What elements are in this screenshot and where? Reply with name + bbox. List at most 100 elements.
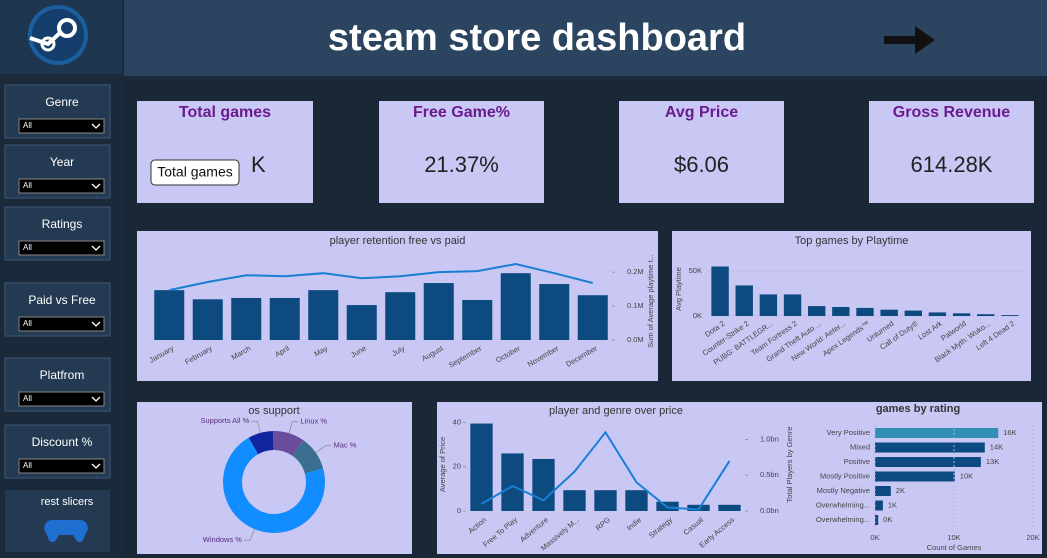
slicer-dropdown[interactable]: [18, 118, 105, 134]
bar: [594, 490, 617, 511]
leader-line: [243, 529, 255, 541]
slicer-value: All: [23, 394, 32, 403]
bar: [539, 284, 570, 340]
bar: [807, 306, 826, 316]
kpi-card: [379, 101, 544, 203]
slicer-label: Platfrom: [40, 368, 85, 382]
slice-label: Supports All %: [200, 416, 249, 425]
slicer-dropdown[interactable]: [18, 316, 105, 332]
next-arrow[interactable]: [884, 26, 935, 54]
bar: [563, 490, 586, 511]
bar: [832, 307, 850, 316]
slicer-label: Discount %: [32, 435, 93, 449]
kpi-value: K: [251, 152, 266, 177]
bar: [735, 285, 753, 316]
category-label: Very Positive: [827, 428, 870, 437]
line: [481, 430, 731, 511]
bar: [231, 297, 262, 340]
chart-panel: [672, 231, 1031, 381]
y-tick-label: 0.5bn: [760, 470, 779, 479]
value-label: 13K: [986, 457, 999, 466]
leader-line: [251, 420, 261, 433]
bar: [856, 307, 874, 316]
category-label: Mixed: [850, 442, 870, 451]
y-axis-title: Average of Price: [438, 437, 447, 492]
tooltip: [150, 159, 240, 186]
x-tick-label: 20K: [1026, 533, 1039, 542]
bar: [532, 458, 555, 511]
slicer-label: Year: [50, 155, 74, 169]
kpi-title: Avg Price: [665, 104, 738, 121]
slicer-value: All: [23, 181, 32, 190]
y-tick-label: 0.2M: [627, 267, 644, 276]
bar: [501, 453, 524, 511]
bar: [875, 471, 955, 482]
donut-slice: [248, 431, 274, 455]
slicer-label: Ratings: [42, 217, 83, 231]
bar: [759, 294, 778, 316]
bar: [308, 290, 339, 340]
bar: [154, 290, 185, 340]
bar: [1001, 315, 1019, 316]
dropdown-chevron: [91, 123, 101, 129]
slicer-dropdown[interactable]: [18, 178, 105, 194]
bar: [783, 294, 802, 316]
y-tick-label: 40: [453, 417, 461, 426]
chart-title: os support: [248, 405, 299, 417]
category-label: Mostly Positive: [820, 471, 870, 480]
dropdown-chevron: [91, 245, 101, 251]
chart-title: games by rating: [876, 403, 960, 415]
category-label: Overwhelming...: [816, 500, 870, 509]
gamepad-icon[interactable]: [44, 520, 88, 543]
slicer-value: All: [23, 461, 32, 470]
value-label: 16K: [1003, 428, 1016, 437]
y-tick-label: 1.0bn: [760, 434, 779, 443]
leader-line: [315, 445, 332, 453]
bar: [269, 297, 300, 340]
slice-label: Windows %: [203, 535, 243, 544]
value-label: 1K: [888, 500, 897, 509]
value-label: 10K: [960, 471, 973, 480]
slicer-dropdown[interactable]: [18, 391, 105, 407]
donut-slice: [292, 440, 324, 474]
bar: [875, 442, 985, 453]
x-tick-label: 10K: [947, 533, 960, 542]
dropdown-chevron: [91, 396, 101, 402]
bar: [462, 299, 493, 340]
kpi-card: [869, 101, 1034, 203]
leader-line: [288, 421, 299, 434]
y-tick-label: 20: [453, 462, 461, 471]
donut-slice: [223, 437, 325, 533]
bar: [875, 500, 883, 511]
kpi-value: 614.28K: [911, 152, 993, 177]
y-axis-title: Sum of Average playtime t...: [646, 254, 655, 348]
slicer-dropdown[interactable]: [18, 458, 105, 474]
slicer-label: Genre: [45, 95, 79, 109]
bar: [625, 490, 648, 511]
bar: [385, 292, 416, 340]
bar: [718, 504, 741, 511]
bar: [875, 457, 981, 467]
bar: [977, 314, 995, 316]
category-label: Positive: [844, 457, 870, 466]
bar: [423, 283, 454, 340]
slicer-label: Paid vs Free: [28, 293, 96, 307]
slicer-dropdown[interactable]: [18, 240, 105, 256]
y-tick-label: 0.1M: [627, 301, 644, 310]
y-tick-label: 50K: [689, 266, 702, 275]
line: [169, 263, 593, 292]
value-label: 2K: [896, 486, 905, 495]
bar: [192, 299, 223, 340]
bar: [470, 423, 493, 511]
kpi-value: 21.37%: [424, 152, 499, 177]
kpi-value: $6.06: [674, 152, 729, 177]
kpi-title: Gross Revenue: [893, 104, 1010, 121]
y-tick-label: 0: [457, 506, 461, 515]
category-label: Mostly Negative: [817, 486, 870, 495]
steam-logo: [28, 5, 88, 65]
x-axis-title: Count of Games: [927, 543, 982, 552]
y-tick-label: 0.0M: [627, 335, 644, 344]
y-tick-label: 0.0bn: [760, 506, 779, 515]
dropdown-chevron: [91, 183, 101, 189]
